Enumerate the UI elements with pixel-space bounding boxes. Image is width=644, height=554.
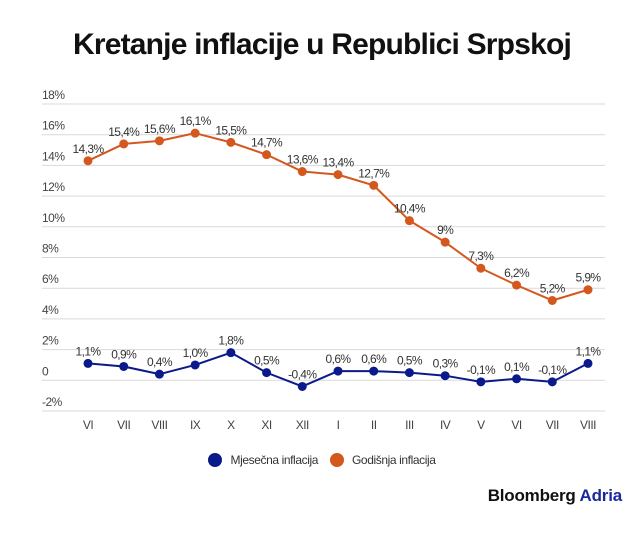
x-tick-label: VII xyxy=(546,418,559,432)
data-label-annual: 6,2% xyxy=(504,266,530,280)
data-label-annual: 5,2% xyxy=(540,281,566,295)
data-point-monthly xyxy=(583,358,593,368)
data-point-monthly xyxy=(154,369,164,379)
data-label-monthly: 1,8% xyxy=(218,334,244,348)
data-point-annual xyxy=(583,285,593,295)
y-tick-label: 14% xyxy=(42,149,65,163)
x-tick-label: VIII xyxy=(151,418,167,432)
data-point-annual xyxy=(297,167,307,177)
data-label-monthly: 1,0% xyxy=(183,346,209,360)
data-label-annual: 14,3% xyxy=(72,142,104,156)
data-point-annual xyxy=(333,170,343,180)
data-point-monthly xyxy=(119,361,129,371)
data-label-annual: 5,9% xyxy=(576,271,602,285)
x-tick-label: X xyxy=(227,418,235,432)
x-tick-label: VI xyxy=(511,418,522,432)
y-tick-label: -2% xyxy=(42,395,63,409)
data-label-monthly: -0,1% xyxy=(467,363,496,377)
data-label-monthly: -0,1% xyxy=(538,363,567,377)
legend-label-monthly: Mjesečna inflacija xyxy=(230,453,318,467)
brand-name: Bloomberg xyxy=(487,486,576,505)
data-label-annual: 10,4% xyxy=(394,202,426,216)
data-label-monthly: 1,1% xyxy=(576,344,602,358)
data-label-annual: 16,1% xyxy=(180,114,212,128)
data-label-annual: 13,6% xyxy=(287,153,319,167)
data-label-monthly: 0,1% xyxy=(504,360,530,374)
x-tick-label: VII xyxy=(117,418,130,432)
x-tick-label: I xyxy=(337,418,340,432)
data-point-monthly xyxy=(512,374,522,384)
legend-marker-annual xyxy=(330,453,344,467)
data-point-monthly xyxy=(83,358,93,368)
legend: Mjesečna inflacija Godišnja inflacija xyxy=(0,453,644,467)
data-point-annual xyxy=(83,156,93,166)
data-label-monthly: 0,9% xyxy=(111,347,137,361)
y-tick-label: 12% xyxy=(42,180,65,194)
data-label-annual: 15,6% xyxy=(144,122,176,136)
data-point-monthly xyxy=(440,371,450,381)
data-point-annual xyxy=(404,216,414,226)
chart-title: Kretanje inflacije u Republici Srpskoj xyxy=(72,28,572,61)
data-point-annual xyxy=(512,280,522,290)
data-point-annual xyxy=(226,137,236,147)
x-tick-label: XI xyxy=(261,418,272,432)
data-label-annual: 15,4% xyxy=(108,125,140,139)
data-point-annual xyxy=(119,139,129,149)
data-point-monthly xyxy=(476,377,486,387)
data-point-annual xyxy=(262,150,272,160)
x-tick-label: II xyxy=(371,418,377,432)
data-point-monthly xyxy=(226,348,236,358)
x-tick-label: V xyxy=(477,418,485,432)
data-label-annual: 14,7% xyxy=(251,136,283,150)
data-point-monthly xyxy=(369,366,379,376)
y-tick-label: 4% xyxy=(42,303,59,317)
data-point-annual xyxy=(547,295,557,305)
data-label-annual: 15,5% xyxy=(215,123,247,137)
y-tick-label: 10% xyxy=(42,211,65,225)
y-tick-label: 8% xyxy=(42,242,59,256)
data-label-monthly: 1,1% xyxy=(76,344,102,358)
x-tick-label: III xyxy=(405,418,414,432)
data-point-annual xyxy=(369,180,379,190)
y-tick-label: 0 xyxy=(42,364,49,378)
brand-suffix: Adria xyxy=(579,486,623,505)
data-label-monthly: 0,6% xyxy=(326,352,352,366)
legend-item-annual: Godišnja inflacija xyxy=(330,453,436,467)
data-point-monthly xyxy=(547,377,557,387)
legend-label-annual: Godišnja inflacija xyxy=(352,453,436,467)
data-point-annual xyxy=(154,136,164,146)
x-tick-label: IX xyxy=(190,418,201,432)
data-label-annual: 12,7% xyxy=(358,166,390,180)
data-point-annual xyxy=(440,237,450,247)
data-point-monthly xyxy=(297,381,307,391)
y-tick-label: 16% xyxy=(42,119,65,133)
data-point-annual xyxy=(476,263,486,273)
brand-logo: Bloomberg Adria xyxy=(487,486,623,506)
y-tick-label: 6% xyxy=(42,272,59,286)
data-point-monthly xyxy=(190,360,200,370)
data-point-monthly xyxy=(404,368,414,378)
data-label-annual: 7,3% xyxy=(468,249,494,263)
y-tick-label: 18% xyxy=(42,88,65,102)
data-label-monthly: 0,3% xyxy=(433,357,459,371)
data-label-monthly: 0,4% xyxy=(147,355,173,369)
data-label-monthly: 0,5% xyxy=(254,354,280,368)
data-label-monthly: 0,5% xyxy=(397,354,423,368)
data-point-monthly xyxy=(262,368,272,378)
x-tick-label: VI xyxy=(83,418,94,432)
x-tick-label: XII xyxy=(296,418,309,432)
data-label-annual: 13,4% xyxy=(322,156,354,170)
legend-marker-monthly xyxy=(208,453,223,467)
x-tick-label: VIII xyxy=(580,418,596,432)
data-label-annual: 9% xyxy=(437,223,454,237)
data-point-annual xyxy=(190,128,200,138)
y-tick-label: 2% xyxy=(42,334,59,348)
legend-item-monthly: Mjesečna inflacija xyxy=(208,453,318,467)
data-label-monthly: -0,4% xyxy=(288,367,317,381)
data-label-monthly: 0,6% xyxy=(361,352,387,366)
data-point-monthly xyxy=(333,366,343,376)
x-tick-label: IV xyxy=(440,418,451,432)
